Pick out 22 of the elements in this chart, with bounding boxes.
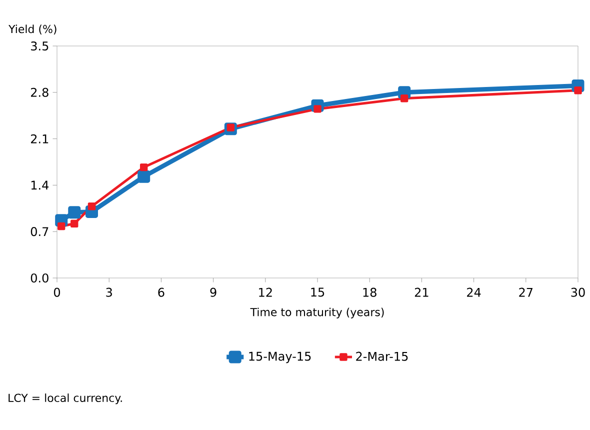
x-axis-title: Time to maturity (years) bbox=[250, 308, 384, 318]
x-tick-label: 27 bbox=[519, 288, 532, 297]
y-tick-label: 3.5 bbox=[31, 41, 48, 51]
x-tick-label: 6 bbox=[158, 288, 164, 297]
y-tick-label: 2.8 bbox=[31, 88, 48, 97]
x-tick-label: 15 bbox=[311, 288, 324, 297]
x-tick-label: 21 bbox=[414, 288, 428, 297]
y-tick-label: 1.4 bbox=[31, 180, 49, 190]
text: LCY = local currency. bbox=[8, 394, 122, 404]
y-tick-label: 2.1 bbox=[31, 134, 48, 144]
y-tick-label: 0.0 bbox=[30, 273, 48, 283]
y-axis-title: Yield (%) bbox=[8, 24, 56, 34]
legend-label: 15-May-15 bbox=[249, 352, 311, 364]
x-tick-label: 24 bbox=[467, 288, 481, 297]
x-tick-label: 0 bbox=[54, 288, 60, 297]
x-tick-label: 3 bbox=[106, 288, 112, 297]
y-tick-label: 0.7 bbox=[30, 227, 48, 236]
x-tick-label: 18 bbox=[363, 288, 376, 297]
legend-label: 2-Mar-15 bbox=[356, 352, 408, 361]
x-tick-label: 12 bbox=[259, 288, 272, 297]
x-tick-label: 9 bbox=[210, 288, 216, 297]
x-tick-label: 30 bbox=[571, 288, 585, 297]
